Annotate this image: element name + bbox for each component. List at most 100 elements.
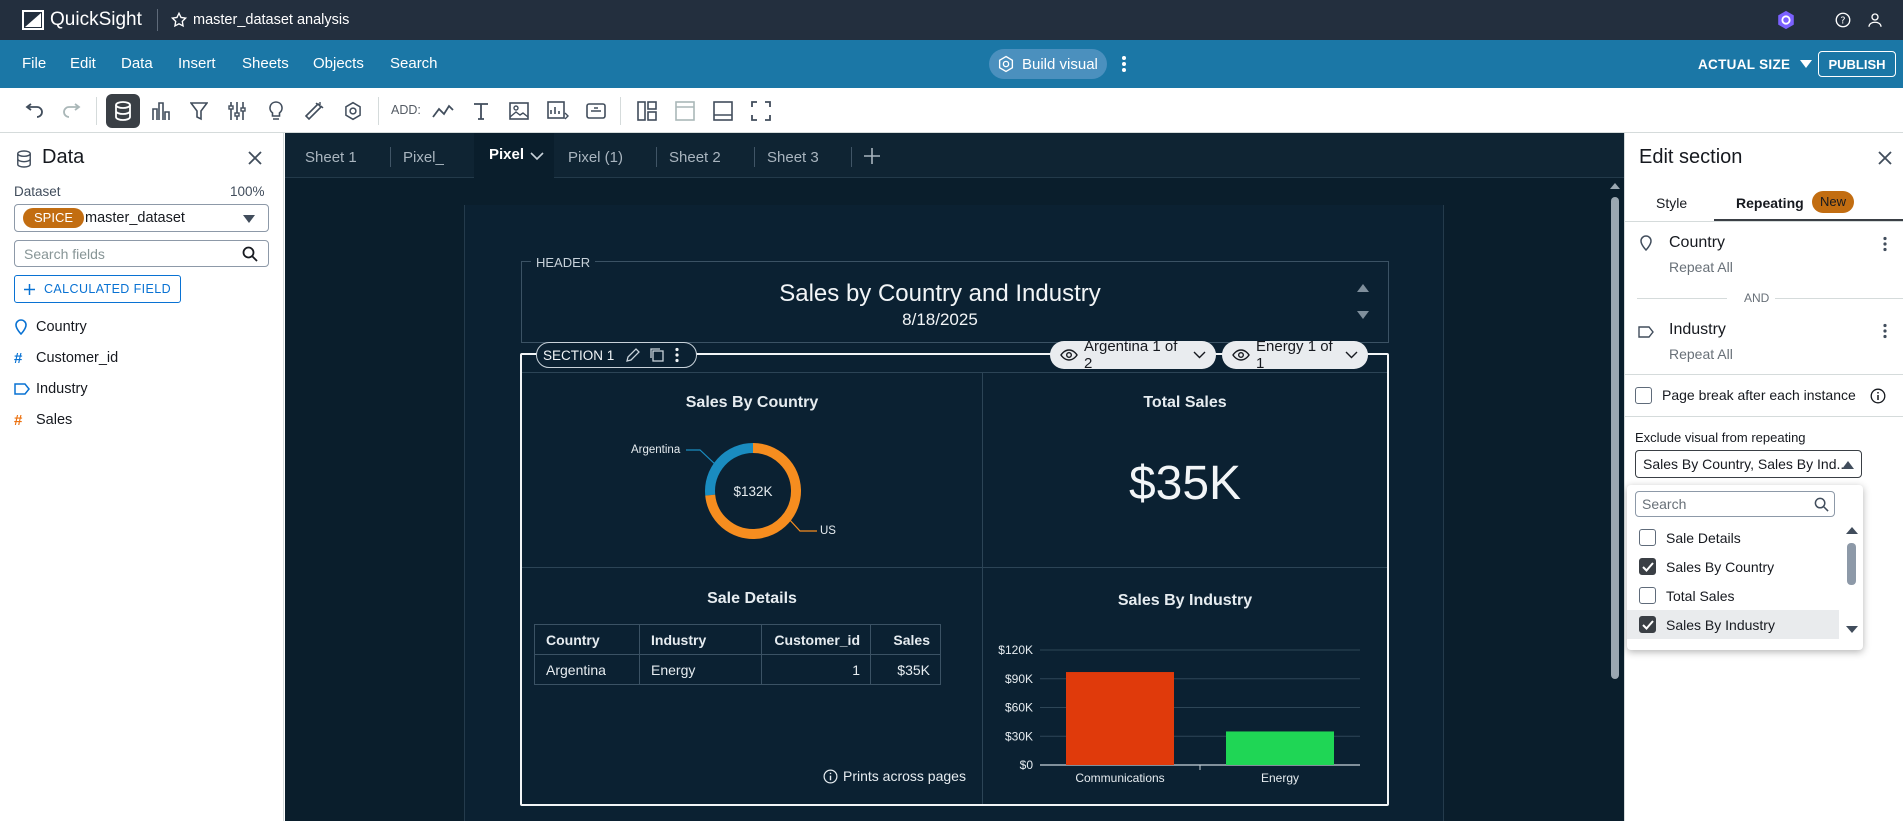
tab-pixel-1[interactable]: Pixel (1) <box>568 149 624 166</box>
close-icon[interactable] <box>1877 150 1893 166</box>
menu-data[interactable]: Data <box>121 55 153 72</box>
option-checkbox[interactable] <box>1639 558 1656 575</box>
build-visual-button[interactable]: Build visual <box>989 49 1107 79</box>
duplicate-icon[interactable] <box>649 347 665 363</box>
dropdown-option-sales-by-industry[interactable]: Sales By Industry <box>1627 610 1839 639</box>
fit-page-icon[interactable] <box>746 96 776 126</box>
tab-sheet-1[interactable]: Sheet 1 <box>305 149 357 166</box>
page-break-checkbox[interactable] <box>1635 387 1652 404</box>
analysis-title[interactable]: master_dataset analysis <box>193 12 350 28</box>
y-tick-label[interactable]: $30K <box>1005 729 1033 743</box>
search-fields-input[interactable]: Search fields <box>14 240 269 267</box>
x-tick-label[interactable]: Communications <box>1075 771 1164 785</box>
dropdown-scrollbar[interactable] <box>1847 543 1856 585</box>
country-instance-pill[interactable]: Argentina 1 of 2 <box>1050 338 1216 372</box>
field-item-sales[interactable]: # Sales <box>14 406 72 434</box>
more-vertical-icon[interactable] <box>1117 54 1131 74</box>
menu-edit[interactable]: Edit <box>70 55 96 72</box>
dropdown-option-total-sales[interactable]: Total Sales <box>1627 581 1861 610</box>
table-header[interactable]: Industry <box>639 624 762 655</box>
field-item-customer-id[interactable]: # Customer_id <box>14 344 118 372</box>
filter-icon[interactable] <box>184 96 214 126</box>
y-tick-label[interactable]: $120K <box>998 643 1033 657</box>
dataset-selector[interactable]: SPICE master_dataset <box>14 204 269 232</box>
themes-icon[interactable] <box>299 96 329 126</box>
tab-repeating[interactable]: Repeating New <box>1714 187 1903 221</box>
star-icon[interactable] <box>170 11 188 29</box>
sales-by-country-donut-chart[interactable] <box>620 436 880 546</box>
x-tick-label[interactable]: Energy <box>1261 771 1299 785</box>
bar-energy[interactable] <box>1226 731 1334 765</box>
sales-by-industry-bar-chart[interactable]: $0 $30K $60K $90K $120K Communications Energy <box>990 630 1380 795</box>
field-item-country[interactable]: Country <box>14 313 87 341</box>
donut-slice-us[interactable] <box>705 443 801 539</box>
tab-style[interactable]: Style <box>1656 195 1688 211</box>
size-mode-dropdown[interactable]: ACTUAL SIZE <box>1698 40 1813 88</box>
header-section[interactable] <box>521 261 1389 343</box>
menu-insert[interactable]: Insert <box>178 55 216 72</box>
more-vertical-icon[interactable] <box>674 347 680 363</box>
tab-pixel-underscore[interactable]: Pixel_ <box>403 149 444 166</box>
add-visual-icon[interactable] <box>428 96 458 126</box>
exclude-visual-select[interactable]: Sales By Country, Sales By Ind... <box>1635 450 1862 478</box>
dropdown-option-sales-by-country[interactable]: Sales By Country <box>1627 552 1861 581</box>
visualize-icon[interactable] <box>146 96 176 126</box>
dropdown-search-input[interactable]: Search <box>1635 491 1835 517</box>
bar-communications[interactable] <box>1066 672 1174 765</box>
scroll-up-icon[interactable] <box>1610 183 1620 189</box>
repeat-item-country[interactable]: Country <box>1669 234 1726 251</box>
header-section-icon[interactable] <box>670 96 700 126</box>
repeat-item-industry[interactable]: Industry <box>1669 321 1726 338</box>
industry-instance-pill[interactable]: Energy 1 of 1 <box>1222 338 1368 372</box>
calculated-field-button[interactable]: CALCULATED FIELD <box>14 275 181 303</box>
close-icon[interactable] <box>247 150 263 166</box>
section-1[interactable] <box>520 353 1389 806</box>
menu-objects[interactable]: Objects <box>313 55 364 72</box>
insights-lightbulb-icon[interactable] <box>261 96 291 126</box>
add-sheet-icon[interactable] <box>863 147 881 165</box>
table-header[interactable]: Country <box>534 624 640 655</box>
leader-line-us[interactable] <box>787 517 817 532</box>
q-assistant-icon[interactable] <box>1775 9 1797 31</box>
layout-section-icon[interactable] <box>632 96 662 126</box>
scroll-down-icon[interactable] <box>1846 626 1858 633</box>
redo-icon[interactable] <box>57 96 87 126</box>
y-tick-label[interactable]: $0 <box>1020 758 1034 772</box>
help-icon[interactable]: ? <box>1834 11 1852 29</box>
more-vertical-icon[interactable] <box>1882 236 1888 252</box>
undo-icon[interactable] <box>19 96 49 126</box>
option-checkbox[interactable] <box>1639 529 1656 546</box>
menu-file[interactable]: File <box>22 55 47 72</box>
menu-search[interactable]: Search <box>390 55 438 72</box>
add-text-icon[interactable] <box>466 96 496 126</box>
option-checkbox[interactable] <box>1639 587 1656 604</box>
scroll-up-icon[interactable] <box>1846 527 1858 534</box>
leader-line-argentina[interactable] <box>686 449 718 467</box>
move-up-icon[interactable] <box>1357 284 1369 292</box>
user-icon[interactable] <box>1866 11 1884 29</box>
y-tick-label[interactable]: $90K <box>1005 672 1033 686</box>
y-tick-label[interactable]: $60K <box>1005 701 1033 715</box>
table-row[interactable]: Argentina Energy 1 $35K <box>534 654 941 685</box>
publish-button[interactable]: PUBLISH <box>1818 51 1896 77</box>
dropdown-option-sale-details[interactable]: Sale Details <box>1627 523 1861 552</box>
move-down-icon[interactable] <box>1357 311 1369 319</box>
chevron-down-icon[interactable] <box>530 152 544 161</box>
add-image-icon[interactable] <box>504 96 534 126</box>
q-topic-icon[interactable] <box>338 96 368 126</box>
add-embed-icon[interactable] <box>581 96 611 126</box>
tab-sheet-3[interactable]: Sheet 3 <box>767 149 819 166</box>
info-icon[interactable] <box>1870 388 1886 404</box>
parameters-icon[interactable] <box>222 96 252 126</box>
canvas-scrollbar[interactable] <box>1611 197 1619 679</box>
footer-section-icon[interactable] <box>708 96 738 126</box>
table-header[interactable]: Customer_id <box>761 624 871 655</box>
donut-slice-argentina[interactable] <box>705 443 757 496</box>
table-header[interactable]: Sales <box>870 624 941 655</box>
add-insight-icon[interactable] <box>543 96 573 126</box>
option-checkbox[interactable] <box>1639 616 1656 633</box>
tab-sheet-2[interactable]: Sheet 2 <box>669 149 721 166</box>
tab-pixel-active[interactable]: Pixel <box>474 133 554 178</box>
more-vertical-icon[interactable] <box>1882 323 1888 339</box>
menu-sheets[interactable]: Sheets <box>242 55 289 72</box>
